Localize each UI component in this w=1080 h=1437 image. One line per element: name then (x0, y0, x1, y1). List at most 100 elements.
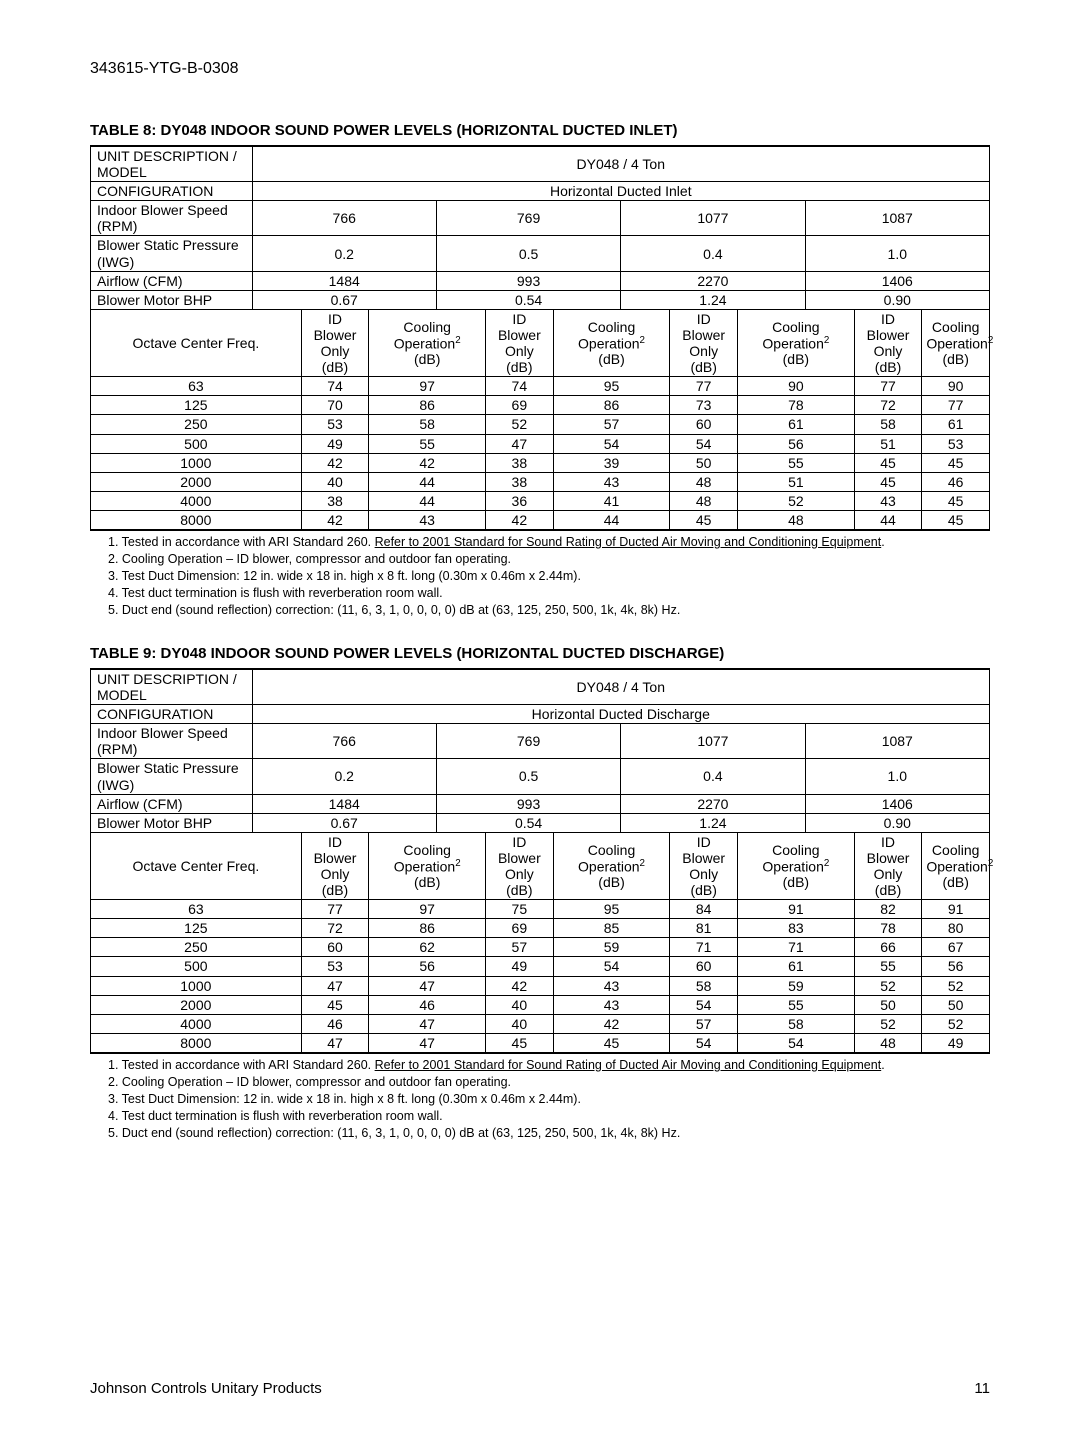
cell-cooling: 56 (737, 434, 854, 453)
subhdr-id-blower: ID BlowerOnly (dB) (670, 832, 738, 899)
cell-rpm: 769 (436, 724, 620, 759)
subhdr-cooling: CoolingOperation2(dB) (553, 832, 670, 899)
cell-cooling: 53 (922, 434, 990, 453)
row-motor_bhp: Blower Motor BHP (91, 813, 253, 832)
cell-idblower: 72 (854, 396, 922, 415)
footnote-1: 1. Tested in accordance with ARI Standar… (108, 535, 990, 549)
cell-bhp: 1.24 (621, 290, 805, 309)
table8-footnotes: 1. Tested in accordance with ARI Standar… (108, 535, 990, 617)
subhdr-id-blower: ID BlowerOnly (dB) (854, 832, 922, 899)
cell-idblower: 47 (301, 1033, 369, 1053)
cell-freq: 500 (91, 434, 302, 453)
cell-idblower: 40 (301, 472, 369, 491)
cell-iwg: 0.4 (621, 759, 805, 794)
cell-idblower: 47 (486, 434, 554, 453)
cell-cooling: 95 (553, 900, 670, 919)
cell-cooling: 45 (922, 491, 990, 510)
footnote-4: 4. Test duct termination is flush with r… (108, 1109, 990, 1123)
cell-idblower: 47 (301, 976, 369, 995)
cell-idblower: 66 (854, 938, 922, 957)
cell-idblower: 53 (301, 415, 369, 434)
document-header: 343615-YTG-B-0308 (90, 60, 990, 78)
cell-freq: 125 (91, 919, 302, 938)
cell-idblower: 42 (301, 453, 369, 472)
cell-idblower: 45 (854, 472, 922, 491)
cell-iwg: 1.0 (805, 759, 989, 794)
subhdr-cooling: CoolingOperation2(dB) (369, 832, 486, 899)
cell-cooling: 50 (922, 995, 990, 1014)
cell-freq: 500 (91, 957, 302, 976)
cell-cooling: 49 (922, 1033, 990, 1053)
cell-freq: 2000 (91, 995, 302, 1014)
cell-cooling: 45 (922, 453, 990, 472)
footnote-5: 5. Duct end (sound reflection) correctio… (108, 1126, 990, 1140)
cell-cooling: 51 (737, 472, 854, 491)
cell-cfm: 2270 (621, 794, 805, 813)
footnote-1: 1. Tested in accordance with ARI Standar… (108, 1058, 990, 1072)
subhdr-id-blower: ID BlowerOnly (dB) (301, 832, 369, 899)
cell-cooling: 67 (922, 938, 990, 957)
cell-idblower: 60 (301, 938, 369, 957)
cell-idblower: 40 (486, 995, 554, 1014)
cell-idblower: 52 (854, 976, 922, 995)
cell-idblower: 54 (670, 1033, 738, 1053)
cell-cooling: 56 (369, 957, 486, 976)
cell-idblower: 84 (670, 900, 738, 919)
cell-cooling: 57 (553, 415, 670, 434)
cell-cooling: 56 (922, 957, 990, 976)
row-octave-label: Octave Center Freq. (91, 832, 302, 899)
cell-cooling: 77 (922, 396, 990, 415)
row-octave-label: Octave Center Freq. (91, 309, 302, 376)
cell-rpm: 766 (252, 201, 436, 236)
cell-idblower: 73 (670, 396, 738, 415)
cell-idblower: 38 (486, 472, 554, 491)
footer-left: Johnson Controls Unitary Products (90, 1380, 322, 1397)
cell-model: DY048 / 4 Ton (252, 669, 989, 705)
cell-cooling: 52 (922, 1014, 990, 1033)
cell-bhp: 0.90 (805, 290, 989, 309)
cell-idblower: 40 (486, 1014, 554, 1033)
row-airflow: Airflow (CFM) (91, 794, 253, 813)
cell-iwg: 0.2 (252, 236, 436, 271)
cell-idblower: 42 (486, 976, 554, 995)
cell-iwg: 1.0 (805, 236, 989, 271)
cell-cooling: 55 (737, 995, 854, 1014)
row-blower_speed: Indoor Blower Speed (RPM) (91, 201, 253, 236)
cell-cooling: 85 (553, 919, 670, 938)
cell-cfm: 1484 (252, 271, 436, 290)
cell-cooling: 59 (553, 938, 670, 957)
table8-title: TABLE 8: DY048 INDOOR SOUND POWER LEVELS… (90, 122, 990, 139)
cell-cooling: 83 (737, 919, 854, 938)
cell-idblower: 42 (301, 510, 369, 530)
subhdr-cooling: CoolingOperation2(dB) (737, 832, 854, 899)
cell-idblower: 48 (670, 472, 738, 491)
cell-bhp: 0.67 (252, 813, 436, 832)
cell-freq: 4000 (91, 1014, 302, 1033)
subhdr-id-blower: ID BlowerOnly (dB) (486, 832, 554, 899)
cell-freq: 8000 (91, 510, 302, 530)
cell-freq: 8000 (91, 1033, 302, 1053)
cell-idblower: 45 (486, 1033, 554, 1053)
row-blower_speed: Indoor Blower Speed (RPM) (91, 724, 253, 759)
cell-cooling: 46 (922, 472, 990, 491)
cell-freq: 250 (91, 415, 302, 434)
table9-title: TABLE 9: DY048 INDOOR SOUND POWER LEVELS… (90, 645, 990, 662)
cell-idblower: 77 (670, 377, 738, 396)
cell-cooling: 44 (369, 472, 486, 491)
cell-bhp: 0.90 (805, 813, 989, 832)
cell-cooling: 80 (922, 919, 990, 938)
cell-cooling: 97 (369, 900, 486, 919)
cell-cooling: 86 (369, 919, 486, 938)
cell-model: DY048 / 4 Ton (252, 146, 989, 182)
cell-cooling: 54 (737, 1033, 854, 1053)
cell-freq: 4000 (91, 491, 302, 510)
cell-cooling: 90 (922, 377, 990, 396)
cell-cfm: 1484 (252, 794, 436, 813)
cell-idblower: 71 (670, 938, 738, 957)
cell-idblower: 45 (670, 510, 738, 530)
subhdr-id-blower: ID BlowerOnly (dB) (854, 309, 922, 376)
cell-cooling: 42 (369, 453, 486, 472)
cell-idblower: 45 (301, 995, 369, 1014)
cell-iwg: 0.5 (436, 759, 620, 794)
cell-cooling: 59 (737, 976, 854, 995)
